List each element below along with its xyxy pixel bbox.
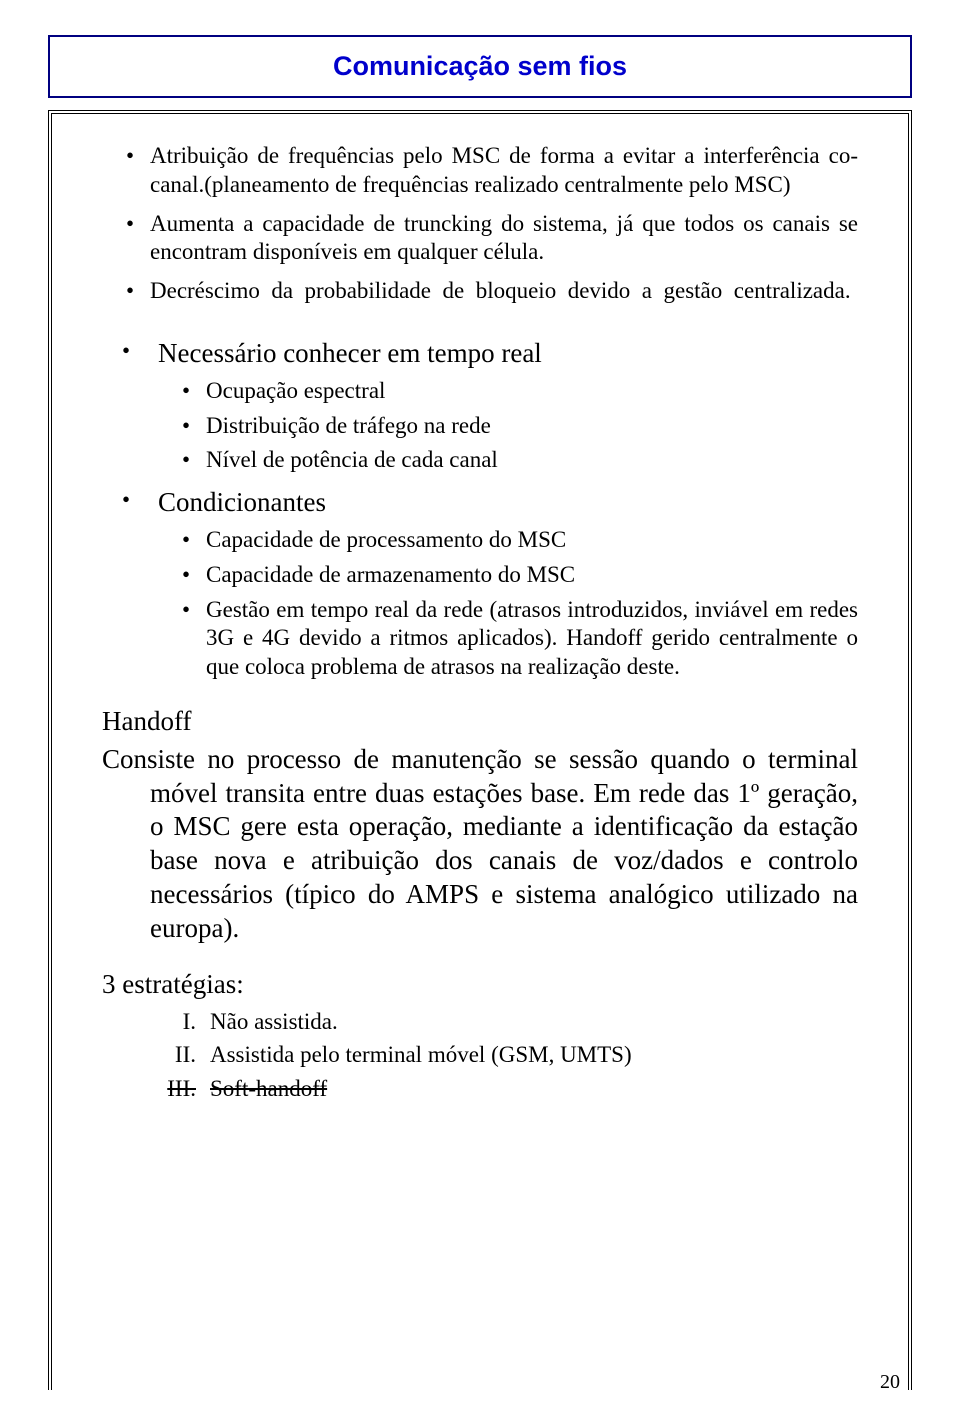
- roman-numeral: III.: [150, 1073, 196, 1104]
- page-number: 20: [880, 1371, 900, 1394]
- strategy-item: II. Assistida pelo terminal móvel (GSM, …: [102, 1039, 858, 1070]
- title-box: Comunicação sem fios: [48, 35, 912, 98]
- sub-item: Distribuição de tráfego na rede: [158, 412, 858, 441]
- strategy-item: I. Não assistida.: [102, 1006, 858, 1037]
- strategies-heading: 3 estratégias:: [102, 969, 858, 1000]
- strategy-item: III. Soft-handoff: [102, 1073, 858, 1104]
- sub-item: Ocupação espectral: [158, 377, 858, 406]
- intro-list: Atribuição de frequências pelo MSC de fo…: [102, 142, 858, 306]
- strategy-text: Não assistida.: [210, 1009, 338, 1034]
- strategy-text: Soft-handoff: [210, 1076, 327, 1101]
- content-frame: Atribuição de frequências pelo MSC de fo…: [48, 110, 912, 1390]
- sub-item: Nível de potência de cada canal: [158, 446, 858, 475]
- sub-item: Capacidade de armazenamento do MSC: [158, 561, 858, 590]
- handoff-heading: Handoff: [102, 706, 858, 737]
- requirement-sublist: Ocupação espectral Distribuição de tráfe…: [158, 377, 858, 475]
- requirement-heading: Condicionantes: [158, 487, 326, 517]
- strategy-text: Assistida pelo terminal móvel (GSM, UMTS…: [210, 1042, 632, 1067]
- intro-item: Atribuição de frequências pelo MSC de fo…: [102, 142, 858, 200]
- requirement-sublist: Capacidade de processamento do MSC Capac…: [158, 526, 858, 682]
- requirement-heading: Necessário conhecer em tempo real: [158, 338, 542, 368]
- requirement-group: Condicionantes Capacidade de processamen…: [102, 485, 858, 682]
- handoff-body: Consiste no processo de manutenção se se…: [102, 743, 858, 946]
- intro-item: Aumenta a capacidade de truncking do sis…: [102, 210, 858, 268]
- sub-item: Gestão em tempo real da rede (atrasos in…: [158, 596, 858, 682]
- page-title: Comunicação sem fios: [50, 51, 910, 82]
- roman-numeral: I.: [150, 1006, 196, 1037]
- strategies-list: I. Não assistida. II. Assistida pelo ter…: [102, 1006, 858, 1103]
- sub-item: Capacidade de processamento do MSC: [158, 526, 858, 555]
- intro-item: Decréscimo da probabilidade de bloqueio …: [102, 277, 858, 306]
- requirements-list: Necessário conhecer em tempo real Ocupaç…: [102, 336, 858, 682]
- roman-numeral: II.: [150, 1039, 196, 1070]
- requirement-group: Necessário conhecer em tempo real Ocupaç…: [102, 336, 858, 475]
- intro-item-text: Decréscimo da probabilidade de bloqueio …: [150, 278, 851, 303]
